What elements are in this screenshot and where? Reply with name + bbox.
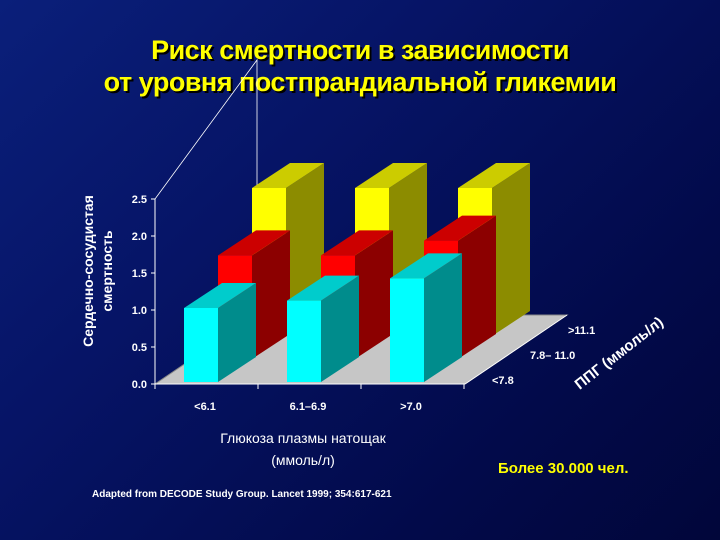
bar-side (492, 163, 530, 336)
bar-top (218, 230, 290, 256)
bar-side (355, 230, 393, 359)
bar-side (252, 230, 290, 359)
bar-top (321, 230, 393, 256)
x-tick-label: >7.0 (400, 401, 422, 413)
bar-top (390, 253, 462, 279)
bar-top (184, 283, 256, 308)
bar-side (218, 283, 256, 382)
bar-front (390, 278, 424, 382)
x-axis-title-line2: (ммоль/л) (271, 452, 335, 468)
bar-side (458, 215, 496, 359)
bar-side (424, 253, 462, 382)
y-axis-title-line2: смертность (99, 230, 115, 312)
bar-top (252, 163, 324, 188)
y-tick-label: 0.0 (132, 379, 147, 391)
bar-top (287, 275, 359, 301)
bar-top (424, 215, 496, 241)
y-tick-label: 2.5 (132, 194, 147, 206)
y-axis-title-line1: Сердечно-сосудистая (80, 195, 96, 347)
depth-tick-label: <7.8 (492, 375, 514, 387)
x-tick-label: <6.1 (194, 401, 216, 413)
depth-tick-label: >11.1 (568, 325, 595, 337)
bar-top (355, 163, 427, 188)
slide-title-line2: от уровня постпрандиальной гликемии (103, 67, 617, 97)
sample-size-note: Более 30.000 чел. (498, 460, 629, 477)
y-tick-label: 2.0 (132, 231, 147, 243)
depth-axis-line (464, 314, 568, 385)
chart-bars (184, 163, 530, 382)
bar-side (321, 275, 359, 382)
y-tick-label: 1.5 (132, 268, 147, 280)
bar-front (184, 308, 218, 382)
bar-top (458, 163, 530, 188)
y-tick-label: 0.5 (132, 342, 147, 354)
x-axis-title-line1: Глюкоза плазмы натощак (220, 430, 386, 446)
x-tick-label: 6.1–6.9 (290, 401, 327, 413)
depth-tick-label: 7.8– 11.0 (530, 350, 575, 362)
bar-front (287, 300, 321, 382)
y-tick-label: 1.0 (132, 305, 147, 317)
source-citation: Adapted from DECODE Study Group. Lancet … (92, 489, 392, 500)
slide-title-line1: Риск смертности в зависимости (151, 35, 569, 65)
